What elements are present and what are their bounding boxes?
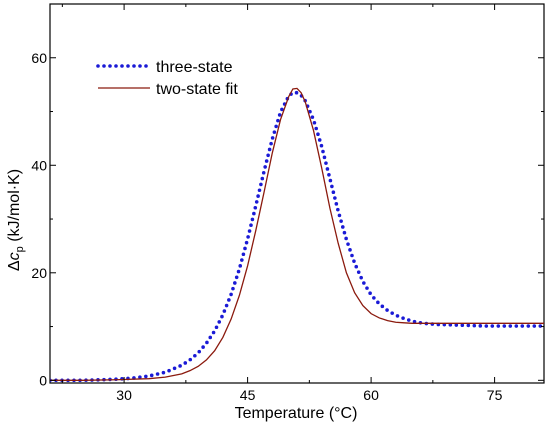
y-tick-label: 60 bbox=[31, 50, 47, 66]
y-title-prefix: Δ bbox=[6, 260, 23, 271]
y-tick-label: 0 bbox=[39, 372, 47, 388]
legend: three-state two-state fit bbox=[96, 59, 238, 98]
x-axis-title: Temperature (°C) bbox=[235, 405, 358, 422]
legend-label-three-state: three-state bbox=[156, 59, 233, 76]
series-line-two-state-fit bbox=[50, 87, 544, 381]
plot-frame bbox=[49, 3, 545, 384]
x-tick-label: 30 bbox=[116, 387, 132, 403]
x-tick-label: 45 bbox=[240, 387, 256, 403]
legend-label-two-state-fit: two-state fit bbox=[156, 81, 238, 98]
y-title-subscript: p bbox=[14, 246, 26, 252]
y-title-symbol: c bbox=[6, 252, 23, 260]
y-axis-title: Δcp (kJ/mol·K) bbox=[6, 169, 26, 271]
y-title-suffix: (kJ/mol·K) bbox=[6, 169, 23, 246]
x-tick-label: 75 bbox=[487, 387, 503, 403]
x-tick-label: 60 bbox=[363, 387, 379, 403]
y-tick-label: 20 bbox=[31, 265, 47, 281]
y-tick-label: 40 bbox=[31, 157, 47, 173]
series-line-three-state bbox=[50, 90, 544, 383]
